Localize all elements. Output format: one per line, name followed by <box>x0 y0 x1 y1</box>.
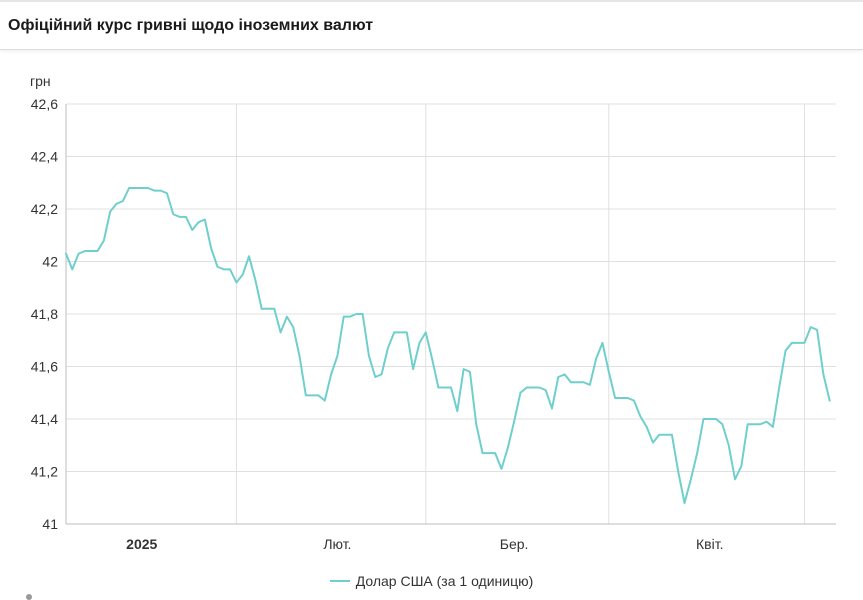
chart-header: Офіційний курс гривні щодо іноземних вал… <box>0 2 863 50</box>
y-tick-label: 41,8 <box>31 306 58 322</box>
y-tick-label: 42 <box>42 254 58 270</box>
legend-line-swatch-icon <box>329 580 350 582</box>
grid-layer <box>66 103 836 525</box>
label-layer: грн 41 41,2 41,4 41,6 41,8 42 42,2 42,4 42,6 2025… <box>30 73 723 552</box>
legend[interactable]: Долар США (за 1 одиницю) <box>0 569 863 593</box>
y-tick-label: 42,4 <box>31 149 58 165</box>
x-tick-label: Лют. <box>323 536 351 552</box>
exchange-rate-chart: грн 41 41,2 41,4 41,6 41,8 42 42,2 42,4 42,6 2025… <box>30 73 836 552</box>
legend-label: Долар США (за 1 одиницю) <box>355 573 534 589</box>
y-tick-label: 41 <box>42 516 58 532</box>
y-tick-label: 42,2 <box>31 201 58 217</box>
chart-title: Офіційний курс гривні щодо іноземних вал… <box>8 16 374 34</box>
x-tick-label: 2025 <box>126 536 157 552</box>
legend-item-usd[interactable]: Долар США (за 1 одиницю) <box>329 573 534 589</box>
corner-dot-icon <box>26 594 32 600</box>
x-tick-label: Бер. <box>500 536 529 552</box>
y-tick-label: 41,6 <box>31 359 58 375</box>
series-layer <box>65 187 831 504</box>
y-tick-label: 41,2 <box>31 464 58 480</box>
series-line-usd[interactable] <box>65 187 831 504</box>
y-tick-label: 42,6 <box>31 96 58 112</box>
axis-layer <box>65 104 836 525</box>
y-tick-label: 41,4 <box>31 411 58 427</box>
y-axis-unit-label: грн <box>30 73 51 89</box>
top-border <box>0 0 863 2</box>
x-tick-label: Квіт. <box>696 536 723 552</box>
